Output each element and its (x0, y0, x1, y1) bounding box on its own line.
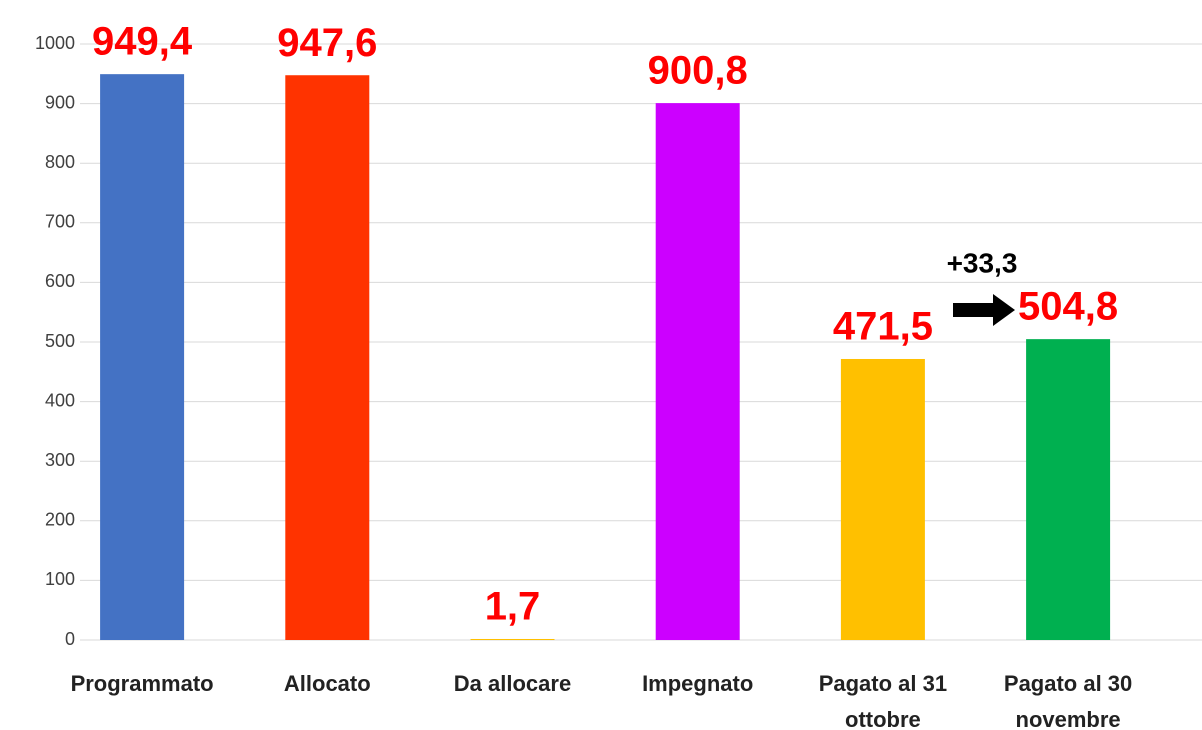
x-tick-label: Allocato (283, 671, 371, 696)
y-tick-label: 0 (65, 629, 75, 649)
y-tick-label: 200 (45, 510, 75, 530)
x-tick-label: Pagato al 31 ottobre (818, 671, 948, 730)
y-tick-label: 700 (45, 212, 75, 232)
value-label: 947,6 (277, 21, 377, 65)
value-label: 504,8 (1018, 285, 1118, 329)
x-tick-label: Pagato al 30 novembre (1003, 671, 1133, 730)
bar (655, 103, 740, 641)
value-label: 1,7 (485, 585, 541, 629)
x-tick-label: Da allocare (453, 671, 572, 696)
value-label: 900,8 (648, 49, 748, 93)
bar (470, 638, 555, 640)
y-tick-label: 500 (45, 331, 75, 351)
bar (1026, 339, 1111, 640)
annotation: +33,3 (947, 247, 1018, 278)
bar (285, 75, 370, 640)
x-tick-label: Impegnato (642, 671, 754, 696)
y-tick-label: 1000 (35, 33, 75, 53)
value-label: 949,4 (92, 20, 193, 64)
bar (100, 74, 185, 641)
y-tick-label: 600 (45, 271, 75, 291)
y-tick-label: 300 (45, 450, 75, 470)
y-tick-label: 400 (45, 390, 75, 410)
y-tick-label: 100 (45, 569, 75, 589)
y-tick-label: 900 (45, 92, 75, 112)
y-tick-label: 800 (45, 152, 75, 172)
x-tick-label: Programmato (70, 671, 214, 696)
arrow (953, 294, 1015, 326)
value-label: 471,5 (833, 305, 933, 349)
bar (840, 358, 925, 640)
